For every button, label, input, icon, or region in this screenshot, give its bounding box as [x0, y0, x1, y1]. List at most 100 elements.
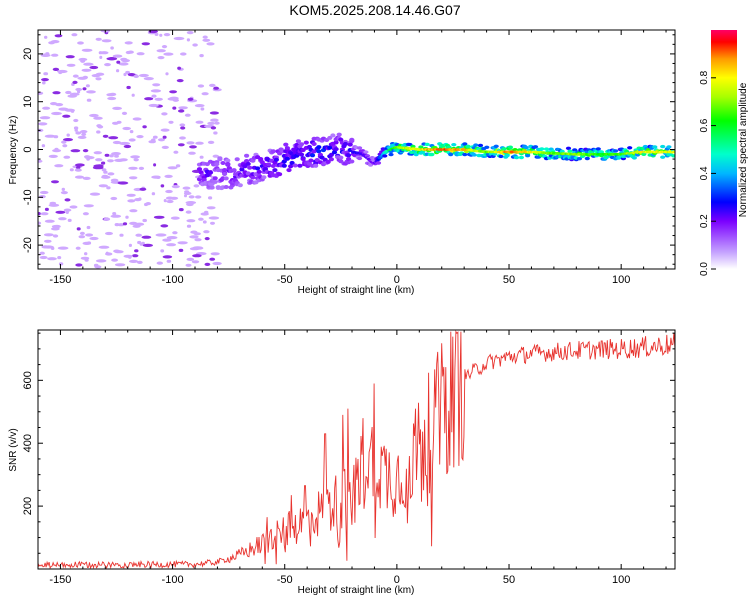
spectrogram-noise-mark — [55, 103, 64, 107]
spectrogram-noise-mark — [186, 38, 190, 42]
spectrogram-ridge-mark — [328, 157, 334, 162]
spectrogram-noise-mark — [101, 168, 107, 172]
spectrogram-ridge-mark — [333, 147, 339, 152]
spectrogram-noise-mark — [172, 231, 178, 235]
spectrogram-ridge-mark — [666, 145, 672, 149]
spectrogram-ridge-mark — [272, 168, 278, 173]
spectrogram-noise-mark — [173, 150, 179, 154]
spectrogram-noise-mark — [89, 65, 99, 70]
spectrogram-noise-mark — [72, 80, 78, 84]
spectrogram-ridge-mark — [539, 147, 545, 151]
spectrogram-ridge-mark — [225, 161, 231, 166]
spectrogram-noise-mark — [85, 84, 90, 88]
spectrogram-ridge-mark — [284, 146, 290, 151]
spectrogram-noise-mark — [98, 184, 108, 188]
y-tick-label: 0 — [22, 146, 34, 152]
y-tick-label: -20 — [22, 237, 34, 253]
spectrogram-ridge-mark — [259, 160, 265, 165]
spectrogram-ridge-mark — [258, 157, 264, 161]
y-tick-label: 10 — [22, 96, 34, 108]
spectrogram-noise-mark — [106, 57, 118, 61]
spectrogram-noise-mark — [197, 84, 205, 88]
spectrogram-noise-mark — [189, 247, 200, 251]
spectrogram-ridge-mark — [286, 168, 292, 173]
spectrogram-noise-mark — [152, 83, 161, 87]
snr-panel: -150 -100 -50 0 50 100 200 400 600 Height of st… — [8, 329, 676, 596]
spectrogram-noise-mark — [73, 118, 79, 123]
x-tick-label: 100 — [612, 274, 630, 286]
x-tick-label: 50 — [503, 574, 515, 586]
spectrogram-noise-mark — [172, 106, 177, 110]
spectrogram-noise-mark — [161, 145, 169, 149]
spectrogram-noise-mark — [148, 30, 158, 34]
spectrogram-noise-mark — [85, 233, 94, 237]
spectrogram-noise-mark — [62, 114, 71, 118]
spectrogram-noise-mark — [182, 186, 191, 190]
spectrogram-noise-mark — [57, 69, 68, 74]
spectrogram-noise-mark — [42, 81, 46, 85]
spectrogram-noise-mark — [130, 155, 141, 159]
spectrogram-noise-mark — [212, 261, 222, 266]
spectrogram-ridge-mark — [576, 157, 583, 161]
x-tick-label: 50 — [503, 274, 515, 286]
spectrogram-noise-mark — [96, 130, 101, 134]
spectrogram-ridge-mark — [245, 171, 251, 176]
snr-plot-area — [38, 330, 675, 569]
spectrogram-noise-mark — [72, 74, 79, 78]
spectrogram-noise-mark — [191, 260, 200, 264]
spectrogram-ridge-mark — [388, 152, 394, 157]
spectrogram-noise-mark — [125, 70, 130, 75]
spectrogram-noise-mark — [111, 152, 121, 156]
spectrogram-ridge-mark — [327, 135, 333, 140]
spectrogram-noise-mark — [209, 83, 216, 87]
spectrogram-noise-mark — [119, 158, 128, 162]
spectrogram-noise-mark — [189, 145, 197, 149]
spectrogram-noise-mark — [112, 54, 123, 58]
spectrogram-ridge-mark — [473, 143, 479, 147]
spectrogram-noise-mark — [60, 191, 68, 195]
spectrogram-x-label: Height of straight line (km) — [298, 285, 415, 296]
spectrogram-noise-mark — [187, 97, 194, 101]
spectrogram-ridge-mark — [297, 163, 303, 168]
spectrogram-noise-mark — [180, 126, 186, 130]
spectrogram-noise-mark — [132, 117, 142, 121]
spectrogram-ridge-mark — [284, 156, 290, 161]
spectrogram-ridge-mark — [631, 156, 638, 160]
spectrogram-noise-mark — [213, 131, 218, 135]
spectrogram-noise-mark — [136, 52, 145, 56]
spectrogram-noise-mark — [116, 60, 121, 64]
spectrogram-noise-mark — [124, 41, 133, 45]
spectrogram-ridge-mark — [543, 147, 550, 151]
spectrogram-noise-mark — [184, 194, 187, 198]
spectrogram-noise-mark — [84, 156, 95, 160]
spectrogram-ridge-mark — [660, 144, 666, 149]
spectrogram-noise-mark — [133, 74, 139, 78]
spectrogram-noise-mark — [206, 206, 216, 210]
spectrogram-noise-mark — [207, 121, 216, 125]
spectrogram-ridge-mark — [532, 145, 539, 149]
spectrogram-ridge-mark — [336, 132, 342, 137]
spectrogram-ridge-mark — [270, 164, 276, 168]
spectrogram-noise-mark — [86, 98, 92, 102]
spectrogram-ridge-mark — [308, 158, 314, 163]
spectrogram-noise-mark — [142, 243, 153, 247]
spectrogram-ridge-mark — [349, 137, 355, 142]
spectrogram-noise-mark — [161, 112, 168, 116]
spectrogram-ridge-mark — [349, 159, 355, 164]
y-tick-label: 20 — [22, 48, 34, 60]
spectrogram-ridge-core — [671, 150, 675, 154]
spectrogram-noise-mark — [168, 120, 174, 124]
spectrogram-ridge-mark — [270, 149, 276, 154]
spectrogram-noise-mark — [153, 163, 157, 167]
spectrogram-noise-mark — [138, 73, 149, 78]
spectrogram-noise-mark — [199, 155, 204, 159]
spectrogram-noise-mark — [82, 149, 89, 153]
spectrogram-noise-mark — [44, 239, 52, 243]
spectrogram-ridge-mark — [311, 149, 317, 154]
spectrogram-noise-mark — [51, 224, 61, 229]
spectrogram-noise-mark — [155, 233, 167, 237]
spectrogram-noise-mark — [141, 42, 150, 46]
spectrogram-ridge-mark — [565, 146, 572, 150]
spectrogram-noise-mark — [127, 50, 134, 54]
spectrogram-ridge-mark — [255, 166, 261, 171]
